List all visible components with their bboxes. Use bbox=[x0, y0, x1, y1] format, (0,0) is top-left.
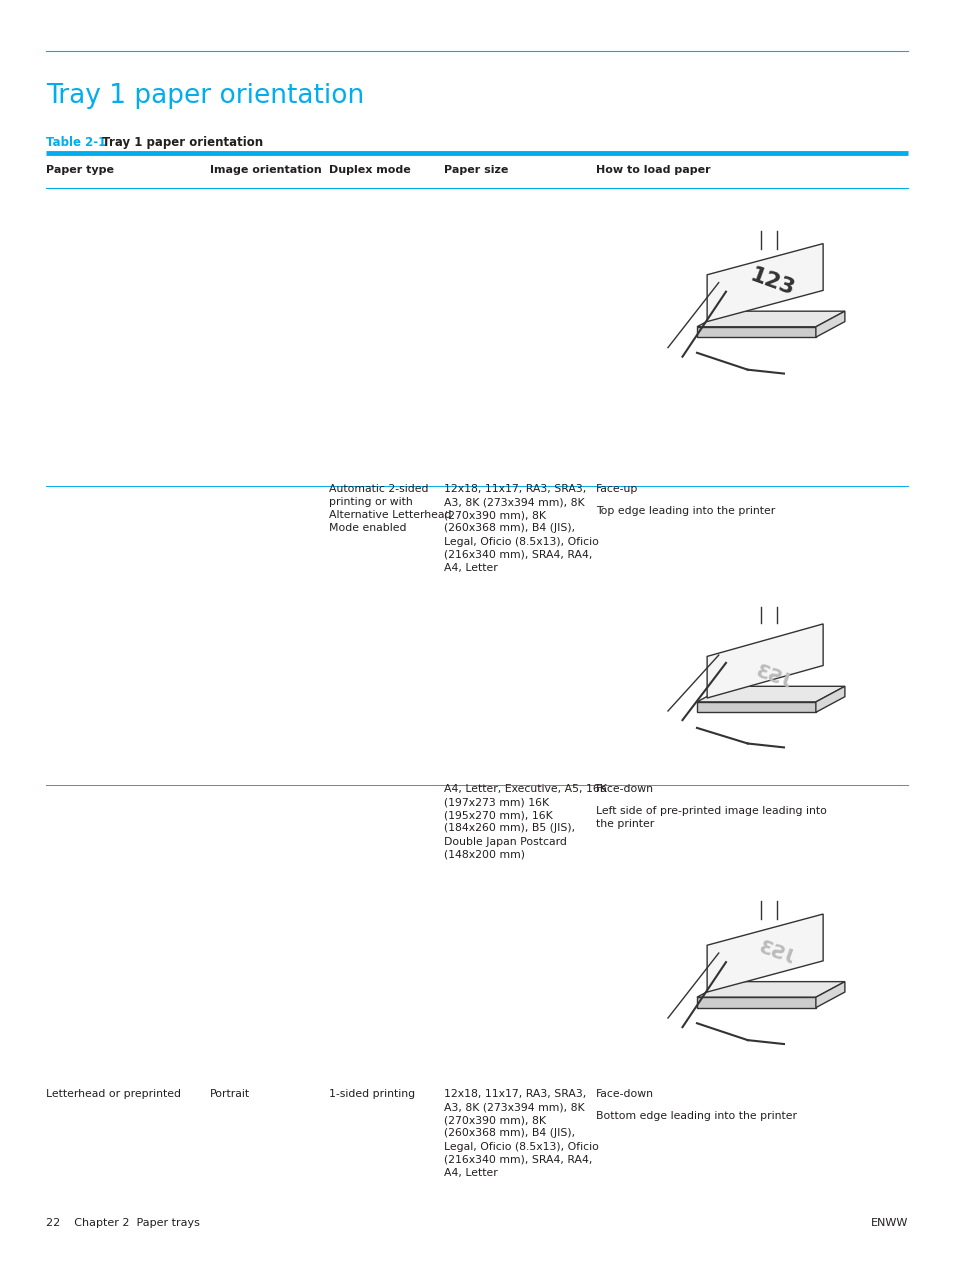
Text: ENWW: ENWW bbox=[870, 1218, 907, 1228]
Polygon shape bbox=[815, 981, 844, 1008]
Text: ƐƧƖ: ƐƧƖ bbox=[756, 938, 796, 969]
Polygon shape bbox=[815, 311, 844, 337]
Text: Paper size: Paper size bbox=[443, 165, 507, 175]
Text: Automatic 2-sided
printing or with
Alternative Letterhead
Mode enabled: Automatic 2-sided printing or with Alter… bbox=[329, 484, 451, 534]
Text: Image orientation: Image orientation bbox=[210, 165, 321, 175]
Text: Letterhead or preprinted: Letterhead or preprinted bbox=[46, 1089, 181, 1099]
Text: Bottom edge leading into the printer: Bottom edge leading into the printer bbox=[596, 1111, 797, 1121]
Text: Table 2-1: Table 2-1 bbox=[46, 136, 106, 149]
Text: How to load paper: How to load paper bbox=[596, 165, 710, 175]
Polygon shape bbox=[697, 702, 815, 712]
Polygon shape bbox=[697, 327, 815, 337]
Polygon shape bbox=[706, 244, 822, 322]
Text: A4, Letter, Executive, A5, 16K
(197x273 mm) 16K
(195x270 mm), 16K
(184x260 mm), : A4, Letter, Executive, A5, 16K (197x273 … bbox=[443, 784, 606, 860]
Text: Tray 1 paper orientation: Tray 1 paper orientation bbox=[98, 136, 263, 149]
Text: 1-sided printing: 1-sided printing bbox=[329, 1089, 415, 1099]
Polygon shape bbox=[697, 998, 815, 1008]
Text: 12x18, 11x17, RA3, SRA3,
A3, 8K (273x394 mm), 8K
(270x390 mm), 8K
(260x368 mm), : 12x18, 11x17, RA3, SRA3, A3, 8K (273x394… bbox=[443, 1089, 598, 1178]
Polygon shape bbox=[697, 686, 844, 702]
Text: 22    Chapter 2  Paper trays: 22 Chapter 2 Paper trays bbox=[46, 1218, 199, 1228]
Polygon shape bbox=[815, 686, 844, 712]
Text: Portrait: Portrait bbox=[210, 1089, 250, 1099]
Text: Paper type: Paper type bbox=[46, 165, 113, 175]
Text: Tray 1 paper orientation: Tray 1 paper orientation bbox=[46, 83, 364, 108]
Text: Face-down: Face-down bbox=[596, 1089, 654, 1099]
Text: ƐƧƖ: ƐƧƖ bbox=[753, 662, 793, 693]
Text: Left side of pre-printed image leading into
the printer: Left side of pre-printed image leading i… bbox=[596, 806, 826, 829]
Text: Face-down: Face-down bbox=[596, 784, 654, 794]
Polygon shape bbox=[697, 311, 844, 327]
Polygon shape bbox=[706, 914, 822, 993]
Text: 12x18, 11x17, RA3, SRA3,
A3, 8K (273x394 mm), 8K
(270x390 mm), 8K
(260x368 mm), : 12x18, 11x17, RA3, SRA3, A3, 8K (273x394… bbox=[443, 484, 598, 573]
Text: Top edge leading into the printer: Top edge leading into the printer bbox=[596, 506, 775, 516]
Text: 123: 123 bbox=[746, 266, 797, 300]
Text: Face-up: Face-up bbox=[596, 484, 638, 494]
Text: Duplex mode: Duplex mode bbox=[329, 165, 411, 175]
Polygon shape bbox=[697, 981, 844, 998]
Polygon shape bbox=[706, 624, 822, 698]
